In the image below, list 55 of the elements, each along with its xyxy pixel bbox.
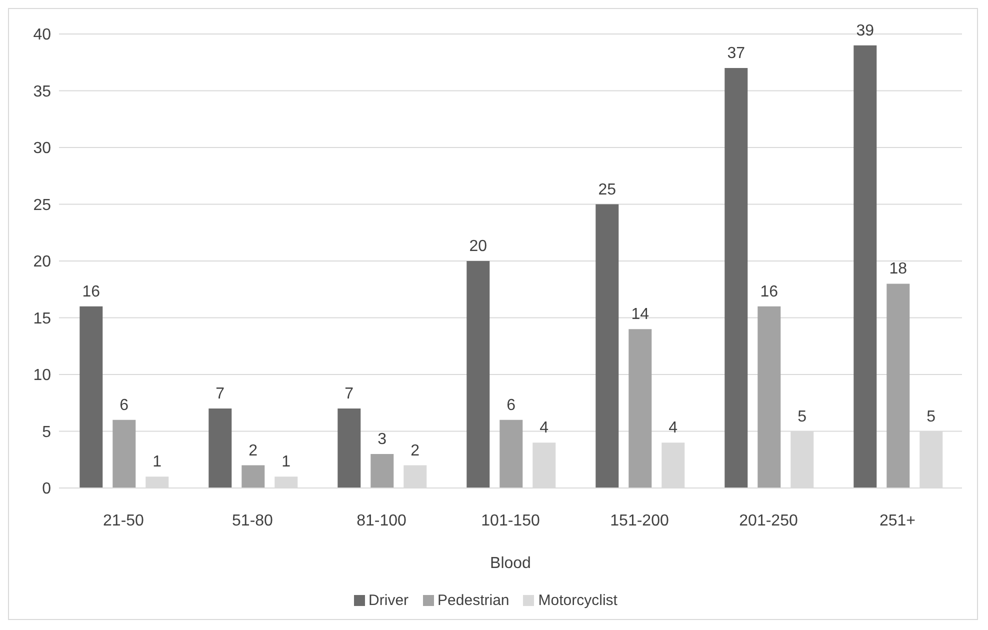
data-label: 16 — [82, 283, 100, 300]
data-label: 39 — [856, 22, 874, 40]
x-tick-label: 151-200 — [610, 512, 669, 530]
bar — [886, 284, 910, 488]
x-axis-title: Blood — [490, 555, 531, 572]
y-tick-label: 35 — [33, 83, 52, 100]
legend-label: Pedestrian — [438, 592, 510, 609]
x-tick-label: 51-80 — [232, 512, 274, 530]
data-label: 16 — [760, 283, 778, 300]
data-label: 25 — [598, 181, 616, 198]
x-tick-label: 101-150 — [481, 512, 540, 530]
data-label: 7 — [216, 386, 225, 403]
bar — [112, 420, 136, 488]
x-tick-label: 251+ — [879, 512, 916, 530]
data-label: 3 — [378, 430, 387, 448]
data-label: 5 — [926, 408, 936, 426]
data-label: 1 — [282, 454, 291, 471]
data-label: 4 — [540, 420, 549, 437]
bar — [500, 420, 523, 488]
x-tick-label: 21-50 — [103, 512, 144, 530]
bar — [854, 45, 877, 488]
bar — [466, 261, 490, 488]
bar — [208, 408, 232, 488]
bar — [338, 408, 361, 488]
data-label: 37 — [727, 45, 746, 62]
legend-label: Motorcyclist — [538, 592, 618, 609]
data-label: 18 — [889, 260, 908, 278]
data-label: 20 — [469, 238, 488, 255]
y-tick-label: 10 — [33, 367, 52, 384]
bar — [758, 306, 781, 488]
data-label: 6 — [120, 396, 129, 414]
data-label: 5 — [798, 408, 807, 426]
y-tick-label: 30 — [33, 140, 52, 158]
data-label: 2 — [410, 442, 420, 460]
data-label: 4 — [668, 420, 678, 437]
y-tick-label: 20 — [33, 254, 52, 271]
bar — [242, 465, 265, 488]
y-tick-label: 5 — [42, 424, 52, 441]
y-tick-label: 0 — [42, 480, 52, 498]
data-label: 7 — [344, 386, 354, 403]
data-label: 2 — [248, 442, 258, 460]
bar — [596, 204, 619, 488]
x-tick-label: 201-250 — [739, 512, 798, 530]
x-tick-label: 81-100 — [356, 512, 407, 530]
bar — [628, 329, 652, 488]
bar — [370, 454, 394, 488]
data-label: 6 — [506, 396, 516, 414]
bar — [80, 306, 103, 488]
data-label: 14 — [631, 306, 650, 324]
legend-label: Driver — [368, 592, 409, 609]
data-label: 1 — [152, 454, 162, 471]
y-tick-label: 25 — [33, 196, 52, 214]
y-tick-label: 15 — [33, 310, 52, 328]
bar — [724, 68, 748, 488]
y-tick-label: 40 — [33, 26, 52, 44]
